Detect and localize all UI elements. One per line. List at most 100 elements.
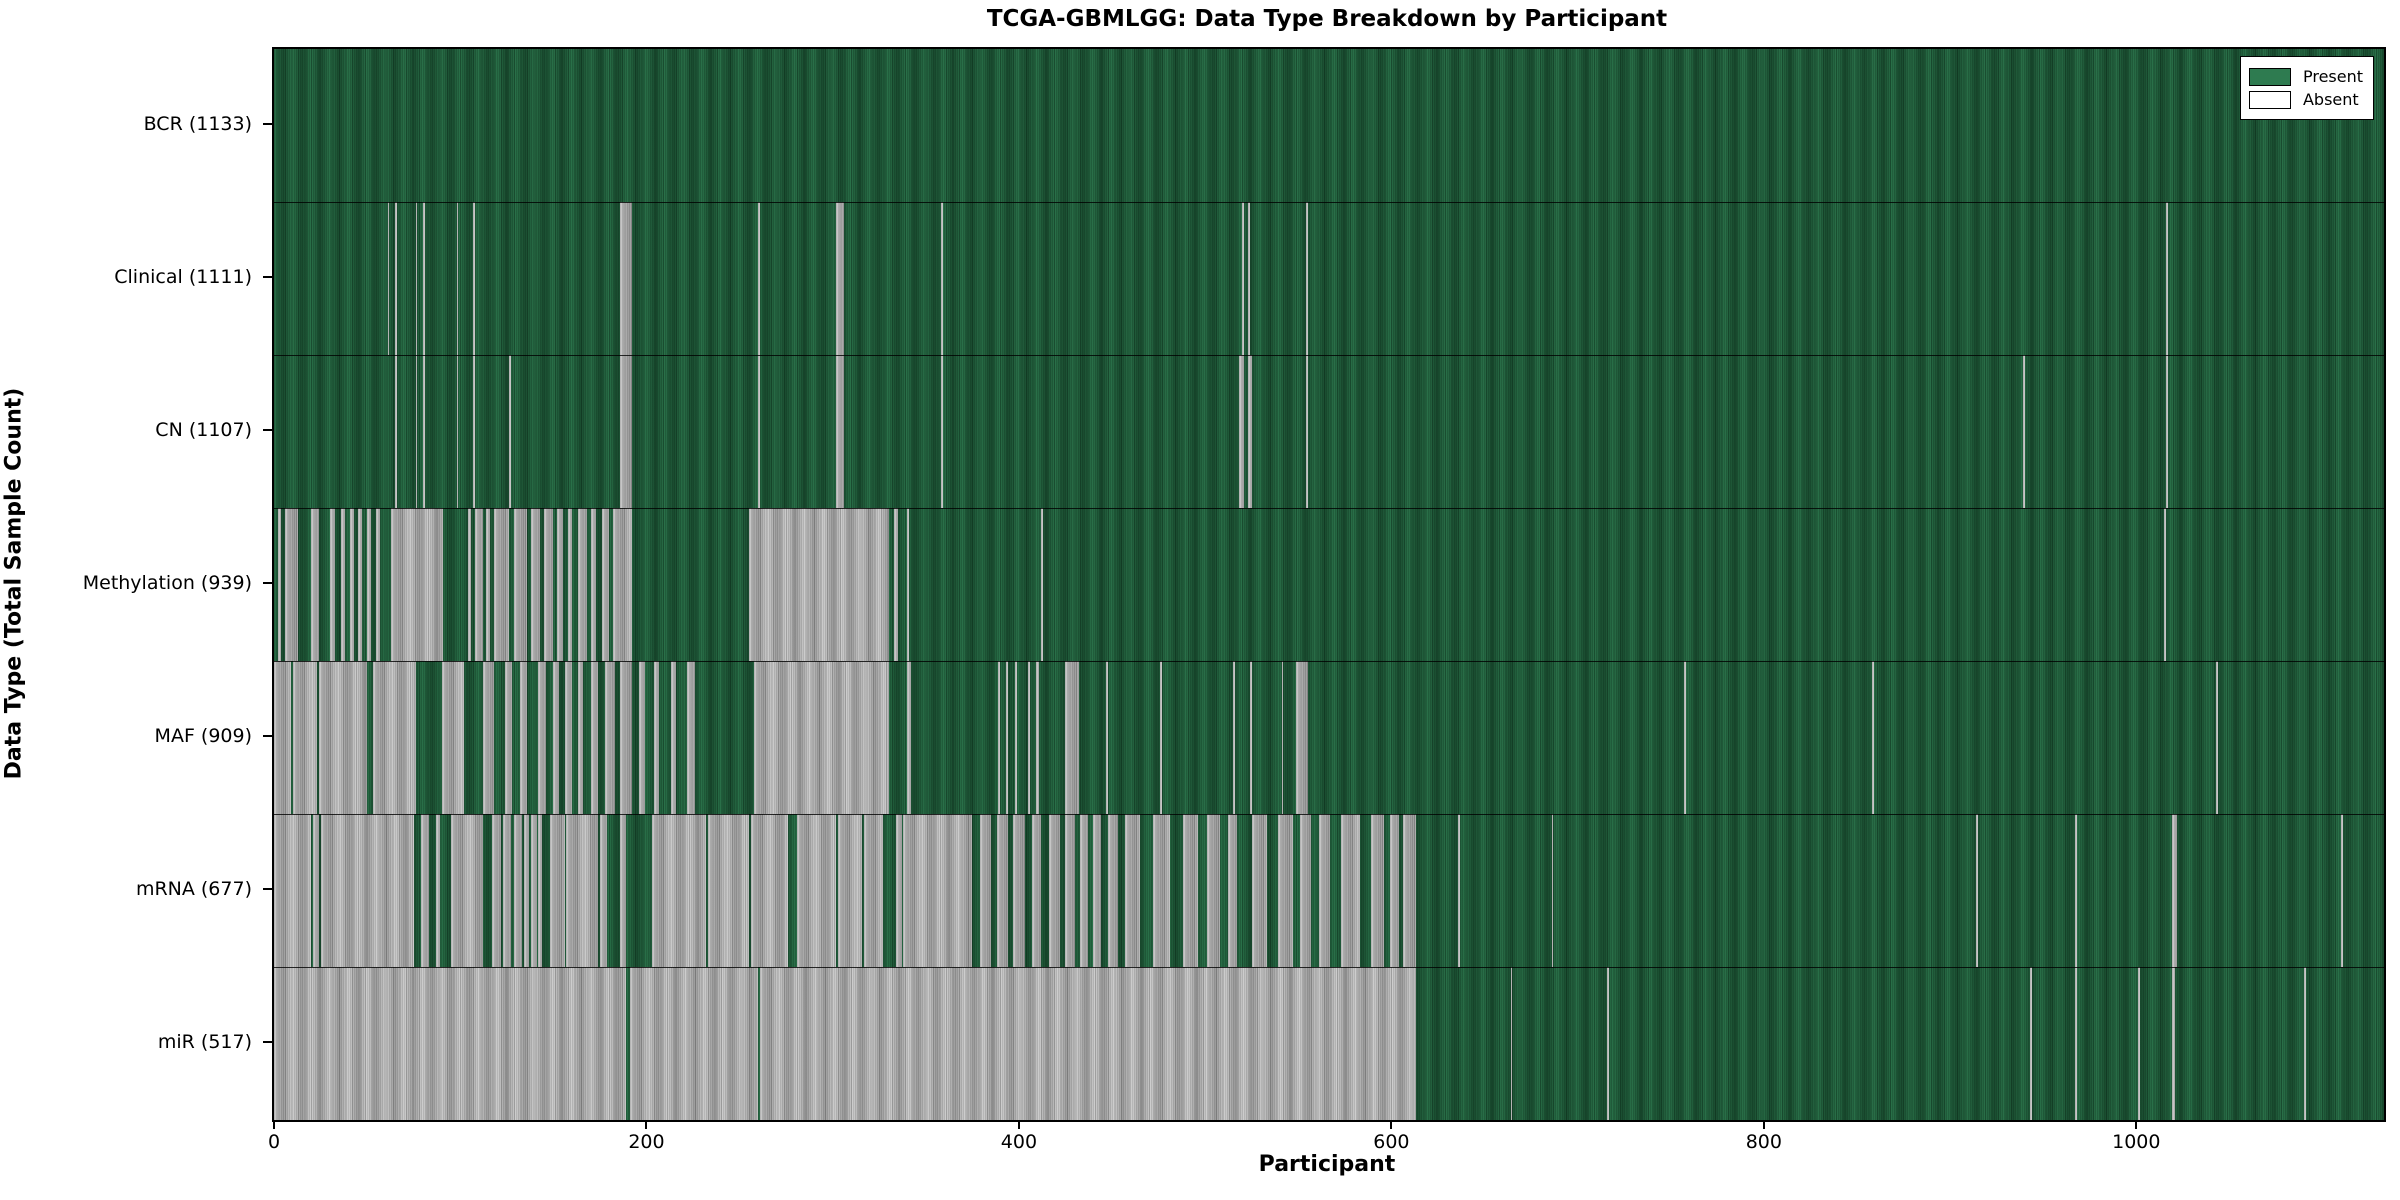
absent-segment (523, 814, 530, 967)
absent-segment (2022, 355, 2025, 508)
absent-segment (707, 814, 749, 967)
absent-segment (421, 814, 429, 967)
absent-segment (1093, 814, 1101, 967)
absent-segment (1015, 661, 1018, 814)
absent-segment (1607, 967, 1610, 1120)
absent-segment (1247, 202, 1250, 355)
absent-segment (519, 661, 528, 814)
absent-segment (1370, 814, 1384, 967)
absent-segment (758, 355, 761, 508)
row-separator (274, 202, 2384, 203)
absent-segment (2074, 967, 2077, 1120)
absent-segment (1005, 661, 1008, 814)
absent-segment (450, 814, 483, 967)
legend-label-absent: Absent (2302, 90, 2359, 109)
x-tick-label-0: 0 (267, 1131, 281, 1153)
absent-segment (605, 661, 615, 814)
absent-segment (653, 661, 660, 814)
absent-segment (329, 508, 336, 661)
x-tick-mark (645, 1120, 648, 1129)
absent-segment (758, 202, 761, 355)
absent-segment (482, 661, 494, 814)
x-tick-label-800: 800 (1745, 1131, 1782, 1153)
absent-segment (274, 814, 312, 967)
absent-segment (285, 508, 299, 661)
legend-label-present: Present (2302, 67, 2363, 86)
x-tick-mark (273, 1120, 275, 1129)
absent-segment (1305, 355, 1308, 508)
heatmap-row-Methylation (274, 508, 2384, 661)
absent-segment (903, 814, 973, 967)
absent-segment (1296, 661, 1308, 814)
absent-segment (590, 508, 597, 661)
absent-segment (441, 661, 464, 814)
absent-segment (2030, 967, 2033, 1120)
absent-segment (357, 508, 362, 661)
y-tick-label-Clinical: Clinical (1111) (114, 265, 252, 288)
heatmap-row-mRNA (274, 814, 2384, 967)
y-tick-mark (263, 1040, 272, 1043)
absent-segment (750, 814, 788, 967)
absent-segment (577, 661, 584, 814)
absent-segment (996, 814, 1008, 967)
plot-area: Present Absent (272, 47, 2386, 1122)
absent-segment (1031, 814, 1042, 967)
absent-segment (422, 202, 425, 355)
absent-segment (1242, 202, 1245, 355)
absent-segment (894, 508, 898, 661)
absent-segment (493, 508, 509, 661)
absent-segment (456, 202, 459, 355)
absent-segment (599, 814, 608, 967)
absent-segment (979, 814, 991, 967)
absent-segment (1160, 661, 1163, 814)
x-tick-label-600: 600 (1373, 1131, 1410, 1153)
y-tick-mark (263, 887, 272, 890)
heatmap-row-miR (274, 967, 2384, 1120)
y-tick-label-BCR: BCR (1133) (143, 112, 252, 135)
y-tick-label-Methylation: Methylation (939) (82, 571, 252, 594)
y-tick-mark (263, 122, 272, 125)
absent-segment (940, 202, 943, 355)
legend: Present Absent (2239, 56, 2374, 120)
absent-segment (754, 661, 889, 814)
absent-segment (620, 814, 626, 967)
absent-segment (341, 508, 345, 661)
x-tick-mark (2135, 1120, 2138, 1129)
absent-segment (274, 967, 626, 1120)
absent-segment (530, 508, 541, 661)
absent-segment (760, 967, 1416, 1120)
absent-segment (601, 508, 610, 661)
absent-segment (907, 661, 911, 814)
heatmap-row-BCR (274, 49, 2384, 202)
absent-segment (1207, 814, 1221, 967)
absent-segment (1389, 814, 1399, 967)
absent-segment (652, 814, 707, 967)
absent-segment (907, 508, 910, 661)
absent-segment (504, 661, 513, 814)
absent-segment (274, 661, 291, 814)
absent-segment (415, 355, 418, 508)
x-tick-label-200: 200 (628, 1131, 665, 1153)
absent-segment (395, 355, 397, 508)
x-tick-mark (1762, 1120, 1765, 1129)
heatmap-row-MAF (274, 661, 2384, 814)
absent-segment (557, 508, 563, 661)
absent-segment (530, 814, 537, 967)
absent-segment (836, 202, 844, 355)
absent-segment (568, 508, 572, 661)
absent-segment (998, 661, 1001, 814)
present-swatch (2248, 67, 2291, 86)
row-separator (274, 508, 2384, 509)
x-tick-mark (1390, 1120, 1393, 1129)
absent-segment (514, 814, 522, 967)
row-separator (274, 814, 2384, 815)
absent-swatch (2248, 90, 2291, 109)
y-tick-mark (263, 428, 272, 431)
absent-segment (553, 661, 559, 814)
y-tick-mark (263, 275, 272, 278)
absent-segment (1251, 814, 1267, 967)
absent-segment (1028, 661, 1031, 814)
absent-segment (1065, 814, 1075, 967)
y-tick-label-CN: CN (1107) (155, 418, 252, 441)
absent-segment (376, 508, 381, 661)
